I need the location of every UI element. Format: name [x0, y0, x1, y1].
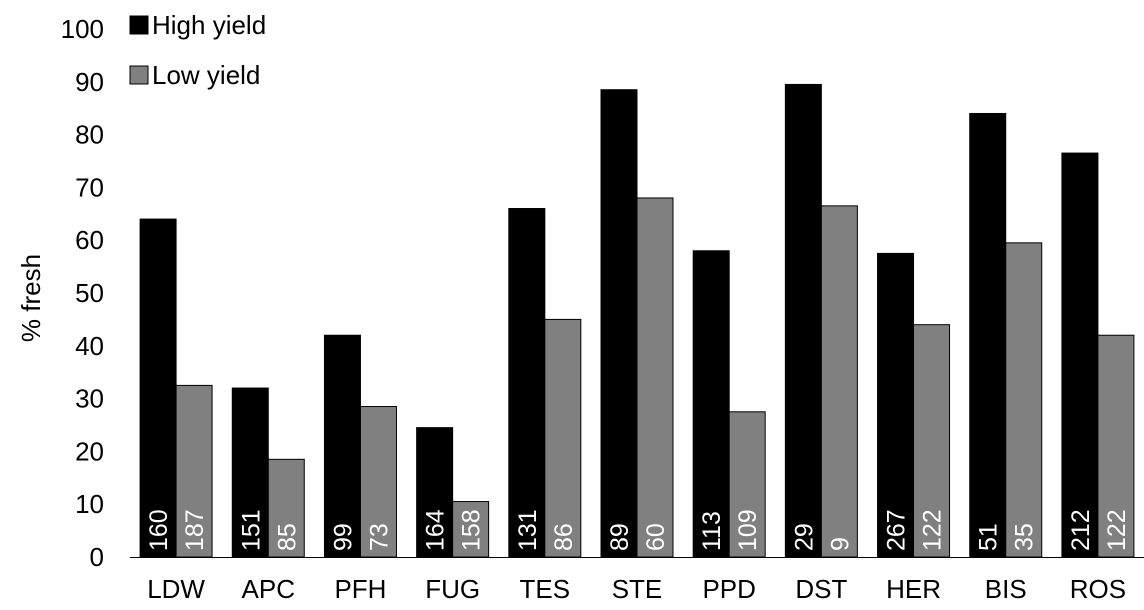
- bar-count-label: 160: [145, 509, 173, 551]
- legend-label-high-yield: High yield: [152, 10, 266, 40]
- bar-low-yield-her: [913, 324, 951, 558]
- y-axis: 0 10 20 30 40 50 60 70 80 90 100: [61, 14, 104, 572]
- x-axis: LDW APC PFH FUG TES STE PPD DST HER BIS ROS: [147, 574, 1126, 604]
- bar-high-yield-tes: [508, 208, 546, 558]
- bar-low-yield-fug: [452, 501, 490, 558]
- bar-count-label: 113: [698, 511, 726, 551]
- bar-count-label: 86: [550, 523, 578, 551]
- bar-high-yield-fug: [416, 427, 454, 558]
- y-axis-title: % fresh: [16, 254, 46, 342]
- y-tick-label: 0: [90, 542, 104, 572]
- legend-swatch-low-yield: [129, 65, 149, 85]
- x-tick-label-ldw: LDW: [147, 574, 205, 604]
- x-tick-label-tes: TES: [520, 574, 571, 604]
- y-tick-label: 80: [75, 120, 104, 150]
- x-tick-label-her: HER: [886, 574, 941, 604]
- bar-count-label: 158: [458, 509, 486, 551]
- bar-count-label: 60: [642, 523, 670, 551]
- y-tick-label: 20: [75, 436, 104, 466]
- x-tick-label-bis: BIS: [985, 574, 1027, 604]
- x-tick-label-dst: DST: [795, 574, 847, 604]
- legend-swatch-high-yield: [129, 15, 149, 35]
- bar-low-yield-dst: [820, 205, 858, 558]
- bar-count-label: 151: [237, 509, 265, 551]
- y-tick-label: 70: [75, 172, 104, 202]
- x-tick-label-apc: APC: [242, 574, 295, 604]
- legend: High yield Low yield: [129, 10, 266, 90]
- y-tick-label: 100: [61, 14, 104, 44]
- bar-count-label: 99: [329, 523, 357, 551]
- bar-count-label: 109: [734, 509, 762, 551]
- bar-count-label: 51: [975, 523, 1003, 551]
- bar-count-label: 29: [790, 523, 818, 551]
- y-tick-label: 10: [75, 489, 104, 519]
- bar-count-label: 73: [365, 523, 393, 551]
- bar-count-label: 122: [1103, 509, 1131, 551]
- y-tick-label: 30: [75, 384, 104, 414]
- x-tick-label-ros: ROS: [1070, 574, 1126, 604]
- bar-count-label: 131: [514, 509, 542, 551]
- x-tick-label-fug: FUG: [425, 574, 480, 604]
- bar-low-yield-apc: [267, 458, 305, 558]
- x-tick-label-ste: STE: [612, 574, 663, 604]
- bar-count-label: 164: [422, 509, 450, 551]
- bar-count-label: 122: [919, 509, 947, 551]
- bar-high-yield-bis: [969, 112, 1007, 558]
- y-axis-title-text: % fresh: [16, 254, 46, 342]
- bar-count-label: 187: [181, 509, 209, 551]
- bar-low-yield-tes: [544, 318, 582, 558]
- y-tick-label: 40: [75, 331, 104, 361]
- x-tick-label-pfh: PFH: [334, 574, 386, 604]
- y-tick-label: 90: [75, 67, 104, 97]
- bar-high-yield-ppd: [692, 250, 730, 558]
- bar-high-yield-apc: [231, 387, 269, 558]
- bar-low-yield-ros: [1097, 334, 1135, 558]
- bar-count-label: 212: [1067, 509, 1095, 551]
- bar-high-yield-ste: [600, 89, 638, 558]
- x-tick-label-ppd: PPD: [702, 574, 755, 604]
- bar-count-label: 267: [883, 509, 911, 551]
- bar-high-yield-dst: [784, 83, 822, 558]
- bar-low-yield-bis: [1005, 242, 1043, 558]
- legend-label-low-yield: Low yield: [152, 60, 260, 90]
- bar-high-yield-her: [877, 252, 915, 558]
- bars: 160 151 99 164 131 89 113 29 267 51 212 187 85 73 158 8…: [139, 83, 1135, 558]
- bar-high-yield-ldw: [139, 218, 177, 558]
- bar-count-label: 85: [273, 523, 301, 551]
- bar-count-label: 9: [826, 537, 854, 551]
- y-tick-label: 50: [75, 278, 104, 308]
- bar-high-yield-ros: [1061, 152, 1099, 558]
- bar-low-yield-ste: [636, 197, 674, 558]
- bar-count-label: 35: [1011, 523, 1039, 551]
- bar-count-label: 89: [606, 523, 634, 551]
- y-tick-label: 60: [75, 225, 104, 255]
- bar-high-yield-pfh: [323, 334, 361, 558]
